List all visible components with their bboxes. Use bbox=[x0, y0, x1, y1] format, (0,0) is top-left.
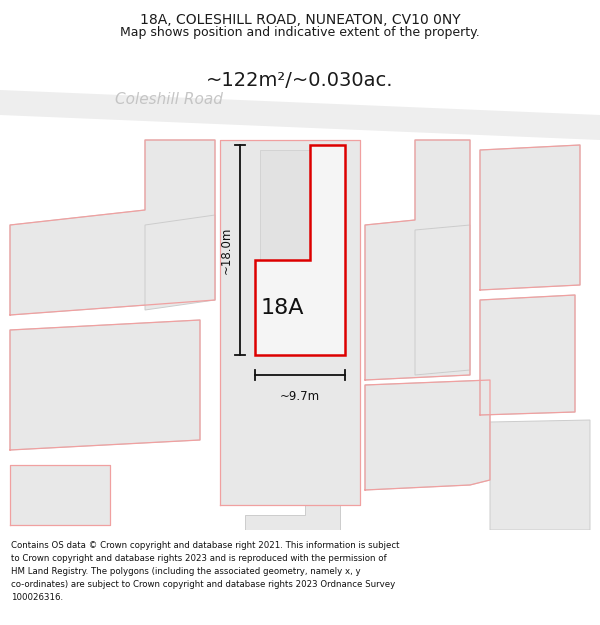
Text: HM Land Registry. The polygons (including the associated geometry, namely x, y: HM Land Registry. The polygons (includin… bbox=[11, 567, 361, 576]
Polygon shape bbox=[220, 140, 360, 505]
Text: 18A: 18A bbox=[260, 298, 304, 318]
Polygon shape bbox=[490, 420, 590, 530]
Text: ~9.7m: ~9.7m bbox=[280, 390, 320, 403]
Polygon shape bbox=[10, 465, 110, 525]
Polygon shape bbox=[10, 140, 215, 315]
Text: to Crown copyright and database rights 2023 and is reproduced with the permissio: to Crown copyright and database rights 2… bbox=[11, 554, 386, 562]
Polygon shape bbox=[415, 225, 470, 375]
Text: 100026316.: 100026316. bbox=[11, 593, 63, 602]
Polygon shape bbox=[10, 320, 200, 450]
Polygon shape bbox=[0, 90, 600, 140]
Polygon shape bbox=[480, 295, 575, 415]
Polygon shape bbox=[145, 215, 215, 310]
Polygon shape bbox=[255, 145, 345, 355]
Polygon shape bbox=[480, 145, 580, 290]
Text: ~122m²/~0.030ac.: ~122m²/~0.030ac. bbox=[206, 71, 394, 89]
Text: ~18.0m: ~18.0m bbox=[220, 226, 233, 274]
Polygon shape bbox=[245, 505, 340, 530]
Text: Map shows position and indicative extent of the property.: Map shows position and indicative extent… bbox=[120, 26, 480, 39]
Polygon shape bbox=[260, 150, 340, 340]
Text: Coleshill Road: Coleshill Road bbox=[115, 92, 223, 108]
Polygon shape bbox=[365, 140, 470, 380]
Text: 18A, COLESHILL ROAD, NUNEATON, CV10 0NY: 18A, COLESHILL ROAD, NUNEATON, CV10 0NY bbox=[140, 12, 460, 26]
Polygon shape bbox=[365, 380, 490, 490]
Text: Contains OS data © Crown copyright and database right 2021. This information is : Contains OS data © Crown copyright and d… bbox=[11, 541, 400, 549]
Text: co-ordinates) are subject to Crown copyright and database rights 2023 Ordnance S: co-ordinates) are subject to Crown copyr… bbox=[11, 580, 395, 589]
